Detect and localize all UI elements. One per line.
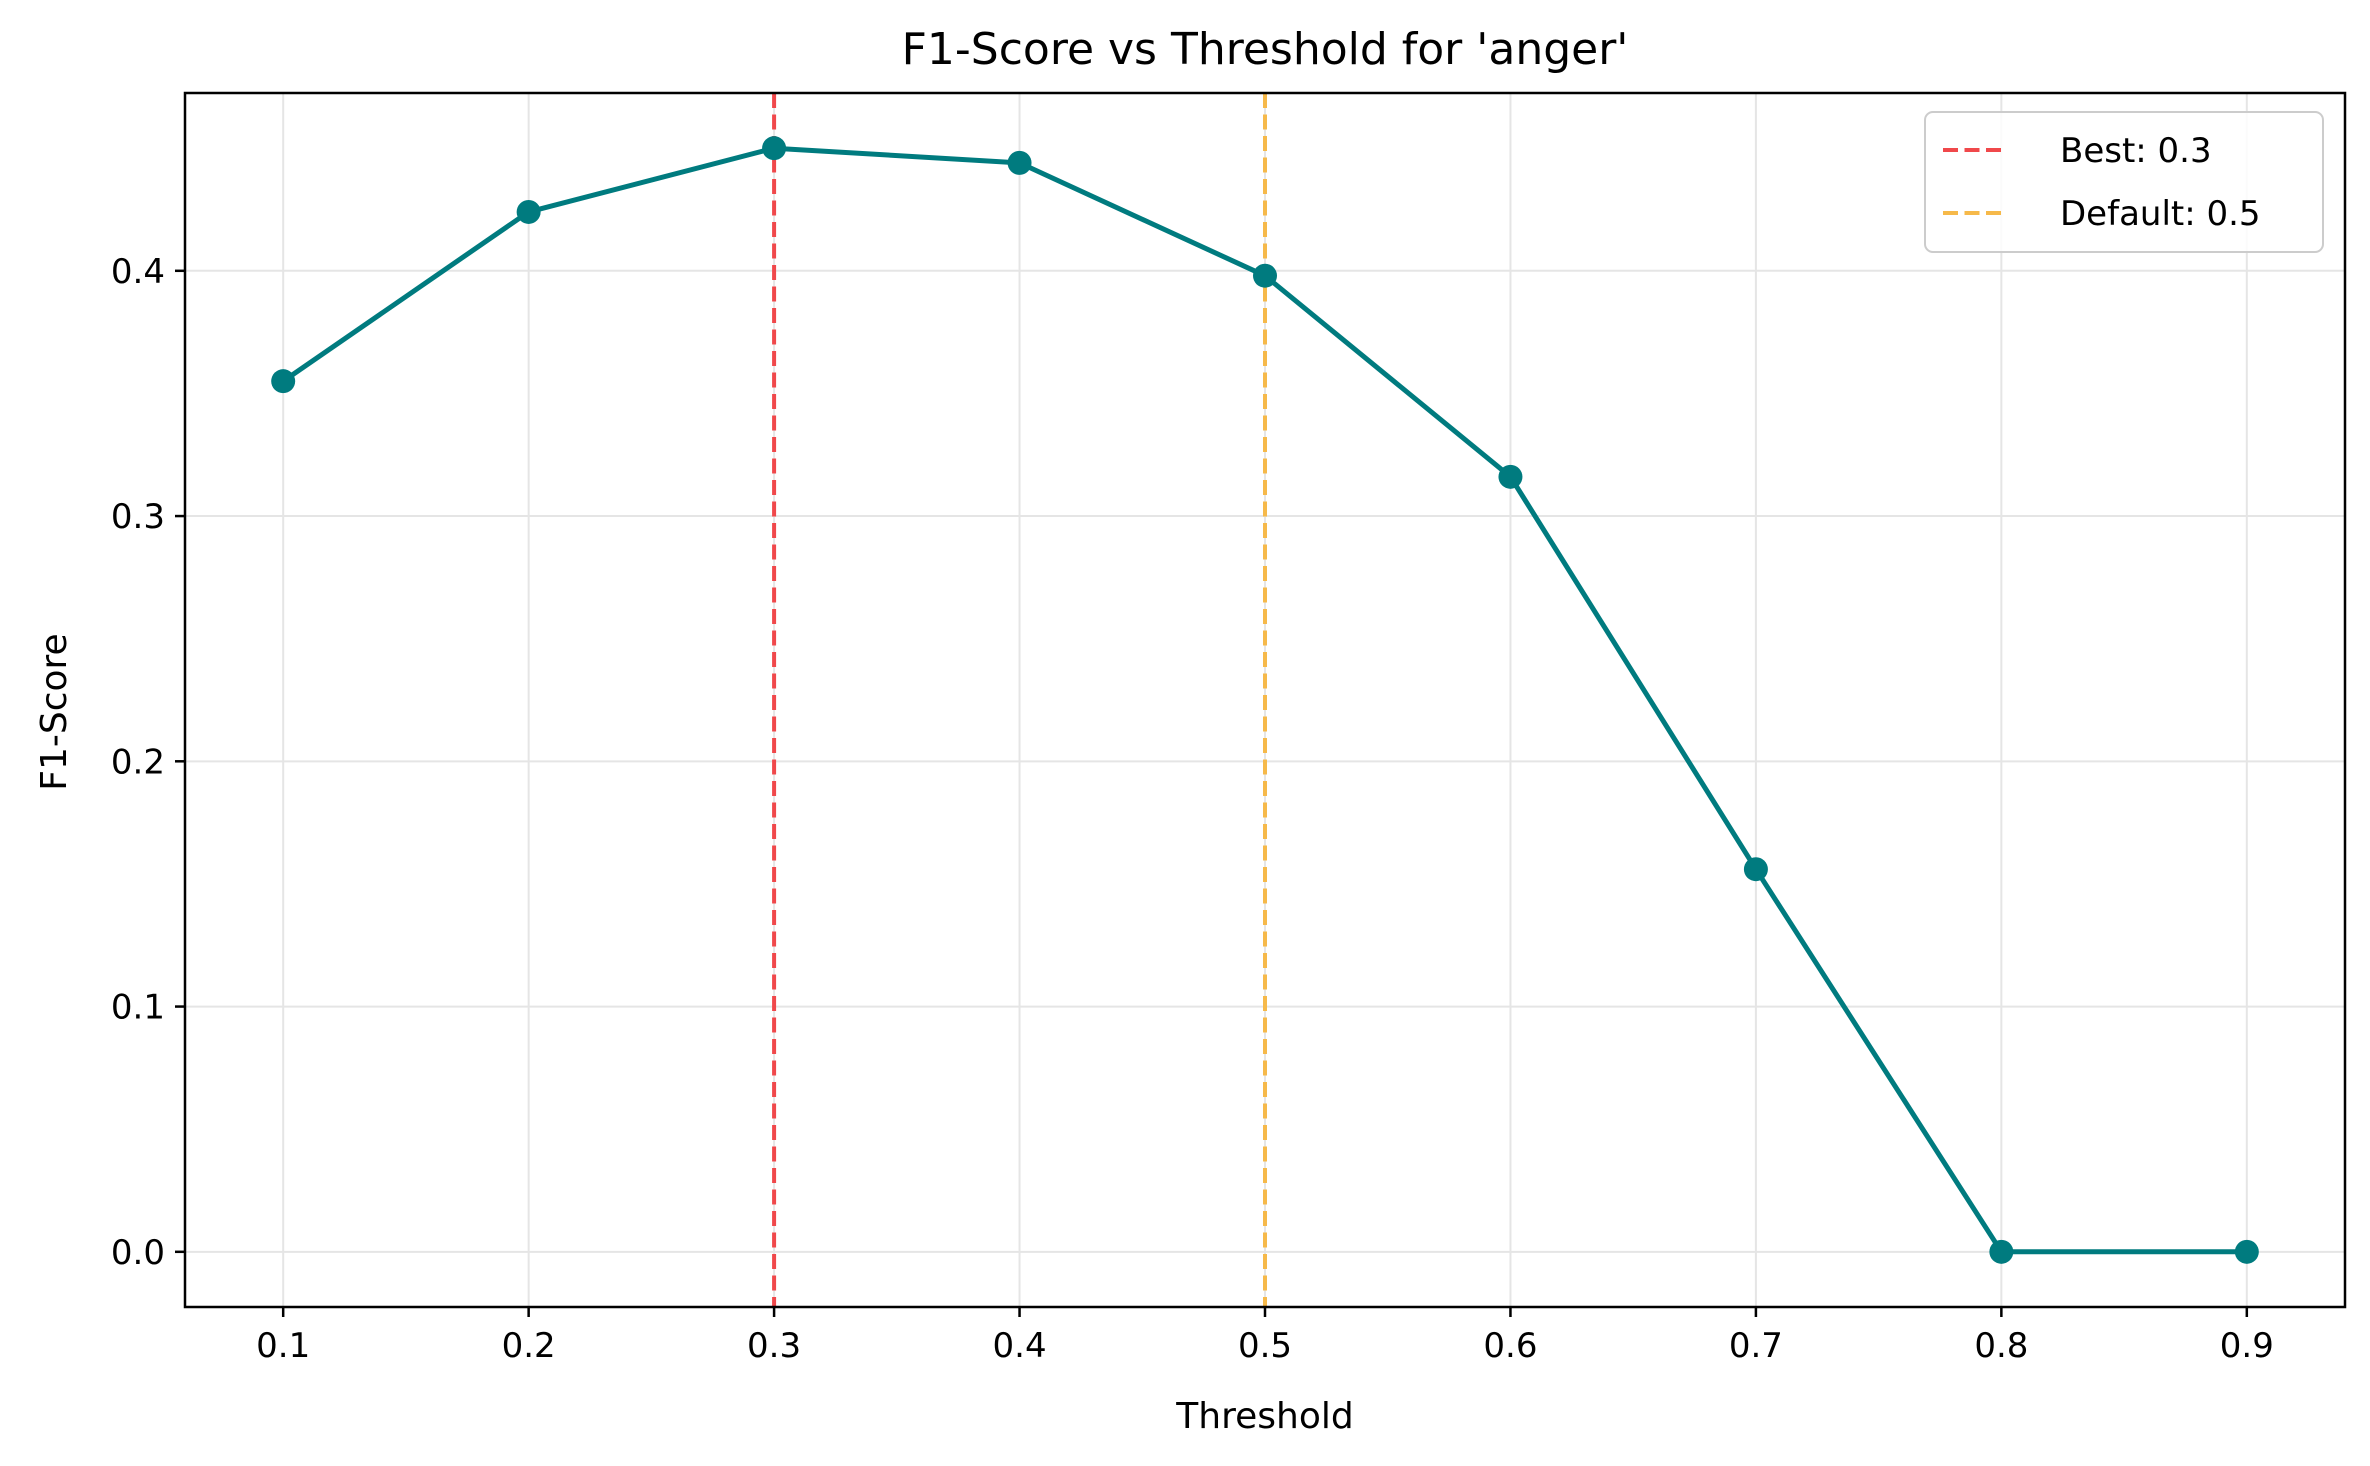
- data-point: [1989, 1239, 2014, 1264]
- x-tick-label: 0.2: [502, 1326, 556, 1366]
- data-point: [1743, 857, 1768, 882]
- legend-box: [1924, 111, 2324, 253]
- legend-label: Default: 0.5: [2060, 194, 2261, 234]
- x-tick-label: 0.5: [1238, 1326, 1292, 1366]
- reference-lines: [772, 93, 1267, 1307]
- x-tick-label: 0.9: [2220, 1326, 2274, 1366]
- data-point: [1007, 150, 1032, 175]
- chart-title: F1-Score vs Threshold for 'anger': [902, 24, 1629, 75]
- x-tick-label: 0.6: [1483, 1326, 1537, 1366]
- y-tick-label: 0.4: [111, 252, 165, 292]
- y-tick-label: 0.3: [111, 497, 165, 537]
- y-tick-label: 0.0: [111, 1233, 165, 1273]
- x-tick-label: 0.4: [993, 1326, 1047, 1366]
- x-tick-label: 0.7: [1729, 1326, 1783, 1366]
- y-tick-label: 0.2: [111, 742, 165, 782]
- data-point: [271, 369, 296, 394]
- data-point: [2234, 1239, 2259, 1264]
- data-point: [516, 199, 541, 224]
- legend: Best: 0.3 Default: 0.5: [1924, 111, 2324, 253]
- data-point: [1253, 263, 1277, 288]
- x-tick-label: 0.3: [747, 1326, 801, 1366]
- x-axis-label: Threshold: [1175, 1396, 1353, 1437]
- legend-label: Best: 0.3: [2060, 131, 2212, 171]
- x-tick-label: 0.8: [1974, 1326, 2028, 1366]
- y-tick-label: 0.1: [111, 988, 165, 1028]
- x-ticks: 0.1 0.2 0.3 0.4 0.5 0.6 0.7 0.8 0.9: [256, 1307, 2274, 1366]
- x-tick-label: 0.1: [256, 1326, 310, 1366]
- data-point: [762, 136, 787, 161]
- y-axis-label: F1-Score: [34, 633, 75, 790]
- series: [271, 136, 2259, 1264]
- y-ticks: 0.0 0.1 0.2 0.3 0.4: [111, 252, 185, 1273]
- data-point: [1498, 464, 1523, 489]
